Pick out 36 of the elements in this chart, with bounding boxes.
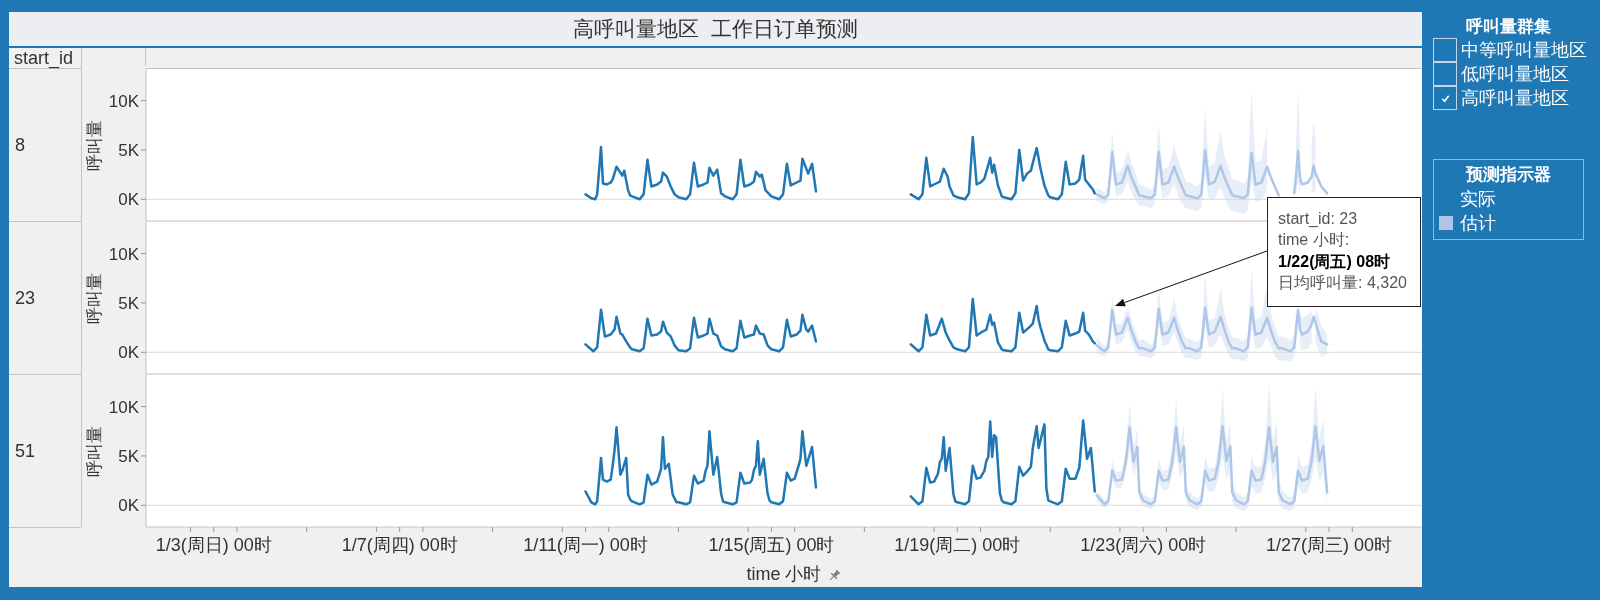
x-tick-label: 1/15(周五) 00时 (708, 534, 835, 555)
text: 低呼叫量地区 (1461, 64, 1569, 84)
annotation: 1/22(周五) 08时 (1278, 252, 1391, 270)
text: 51 (15, 440, 36, 462)
text: 高呼叫量地区 (1461, 88, 1569, 108)
text: 23 (15, 287, 36, 309)
y-axis-title: 呼叫量 (85, 425, 105, 477)
x-tick-label: 1/3(周日) 00时 (155, 534, 272, 555)
y-tick-label: 10K (108, 91, 140, 111)
text: 呼叫量群集 (1466, 17, 1551, 36)
y-tick-label: 0K (118, 190, 140, 210)
x-axis-title: time 小时 (746, 564, 822, 584)
x-tick-label: 1/27(周三) 00时 (1266, 534, 1393, 555)
x-tick-label: 1/7(周四) 00时 (341, 534, 458, 555)
legend-title: 预测指示器 (1466, 165, 1551, 184)
text: 8 (15, 134, 26, 156)
y-axis-title: 呼叫量 (85, 119, 105, 171)
y-axis-title: 呼叫量 (85, 272, 105, 324)
annotation: start_id: 23 (1278, 210, 1358, 227)
text: start_id (14, 48, 74, 68)
y-tick-label: 10K (108, 397, 140, 417)
y-tick-label: 5K (118, 293, 140, 313)
y-tick-label: 10K (108, 244, 140, 264)
y-tick-label: 0K (118, 343, 140, 363)
legend-label: 估计 (1460, 212, 1496, 235)
annotation: 日均呼叫量: 4,320 (1278, 273, 1407, 291)
y-tick-label: 5K (118, 446, 140, 466)
text: 中等呼叫量地区 (1461, 40, 1587, 60)
x-tick-label: 1/19(周二) 00时 (894, 534, 1021, 555)
x-tick-label: 1/11(周一) 00时 (523, 534, 648, 555)
y-tick-label: 5K (118, 140, 140, 160)
y-tick-label: 0K (118, 496, 140, 516)
x-tick-label: 1/23(周六) 00时 (1080, 534, 1207, 555)
chart-title: 高呼叫量地区 工作日订单预测 (573, 17, 858, 40)
text: 实际 (1460, 188, 1496, 211)
annotation: time 小时: (1278, 231, 1350, 249)
